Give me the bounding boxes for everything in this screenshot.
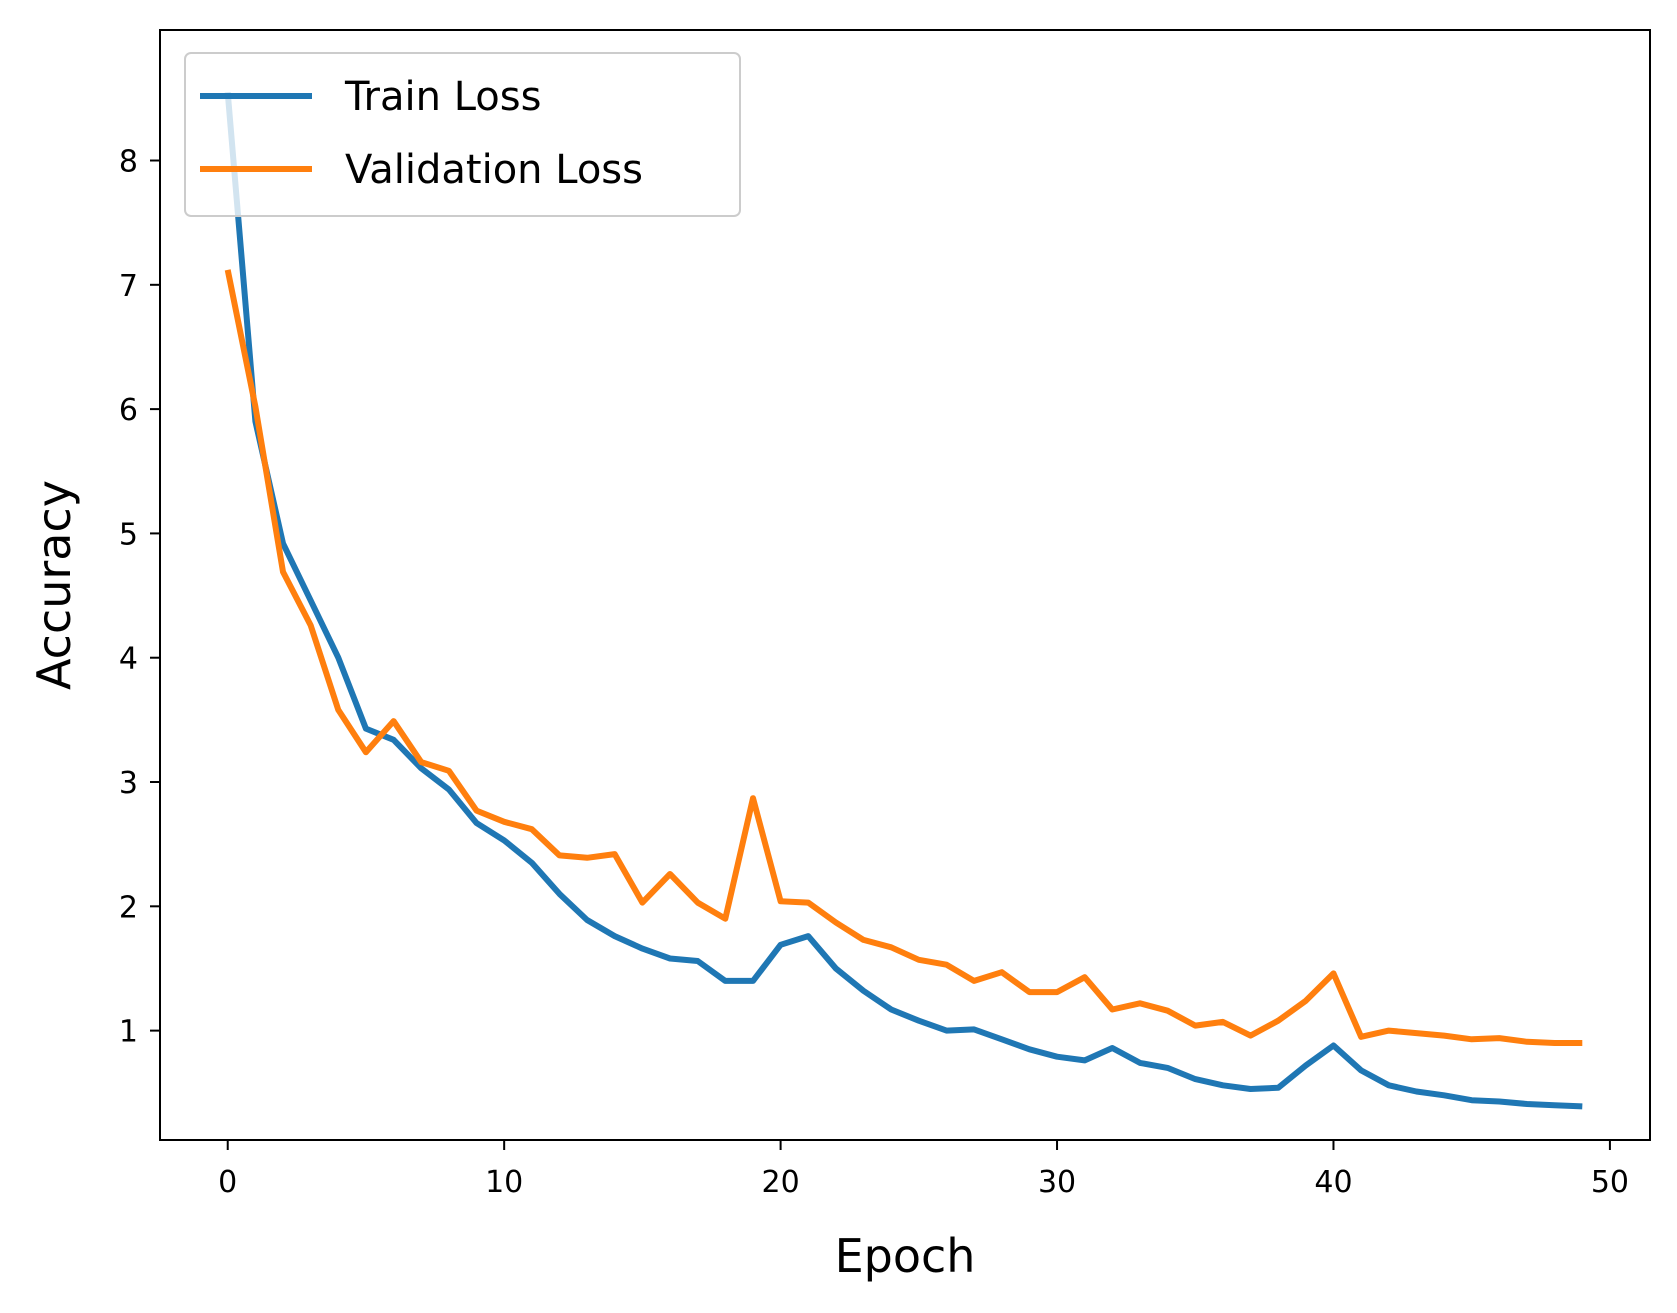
x-tick-label: 20 <box>762 1165 800 1200</box>
x-tick-label: 50 <box>1591 1165 1629 1200</box>
y-tick-label: 6 <box>119 393 138 428</box>
x-axis-ticks: 0 10 20 30 40 50 <box>218 1140 1629 1200</box>
series-line-train-loss <box>224 91 1583 1110</box>
series-layer <box>224 91 1583 1110</box>
y-tick-label: 1 <box>119 1015 138 1050</box>
x-axis-label: Epoch <box>835 1229 976 1283</box>
x-tick-label: 0 <box>218 1165 237 1200</box>
legend-box <box>184 52 741 217</box>
series-line-validation-loss <box>224 269 1583 1046</box>
legend-label-train-loss: Train Loss <box>344 74 541 120</box>
y-tick-label: 3 <box>119 766 138 801</box>
y-tick-label: 4 <box>119 642 138 677</box>
y-axis-ticks: 1 2 3 4 5 6 7 8 <box>119 145 160 1050</box>
x-tick-label: 30 <box>1038 1165 1076 1200</box>
plot-frame <box>159 29 1651 1141</box>
y-tick-label: 7 <box>119 269 138 304</box>
legend-label-validation-loss: Validation Loss <box>345 147 643 193</box>
y-tick-label: 2 <box>119 890 138 925</box>
x-tick-label: 10 <box>485 1165 523 1200</box>
y-tick-label: 5 <box>119 517 138 552</box>
x-tick-label: 40 <box>1314 1165 1352 1200</box>
legend: Train Loss Validation Loss <box>184 52 741 217</box>
y-axis-label: Accuracy <box>27 480 81 690</box>
y-tick-label: 8 <box>119 145 138 180</box>
